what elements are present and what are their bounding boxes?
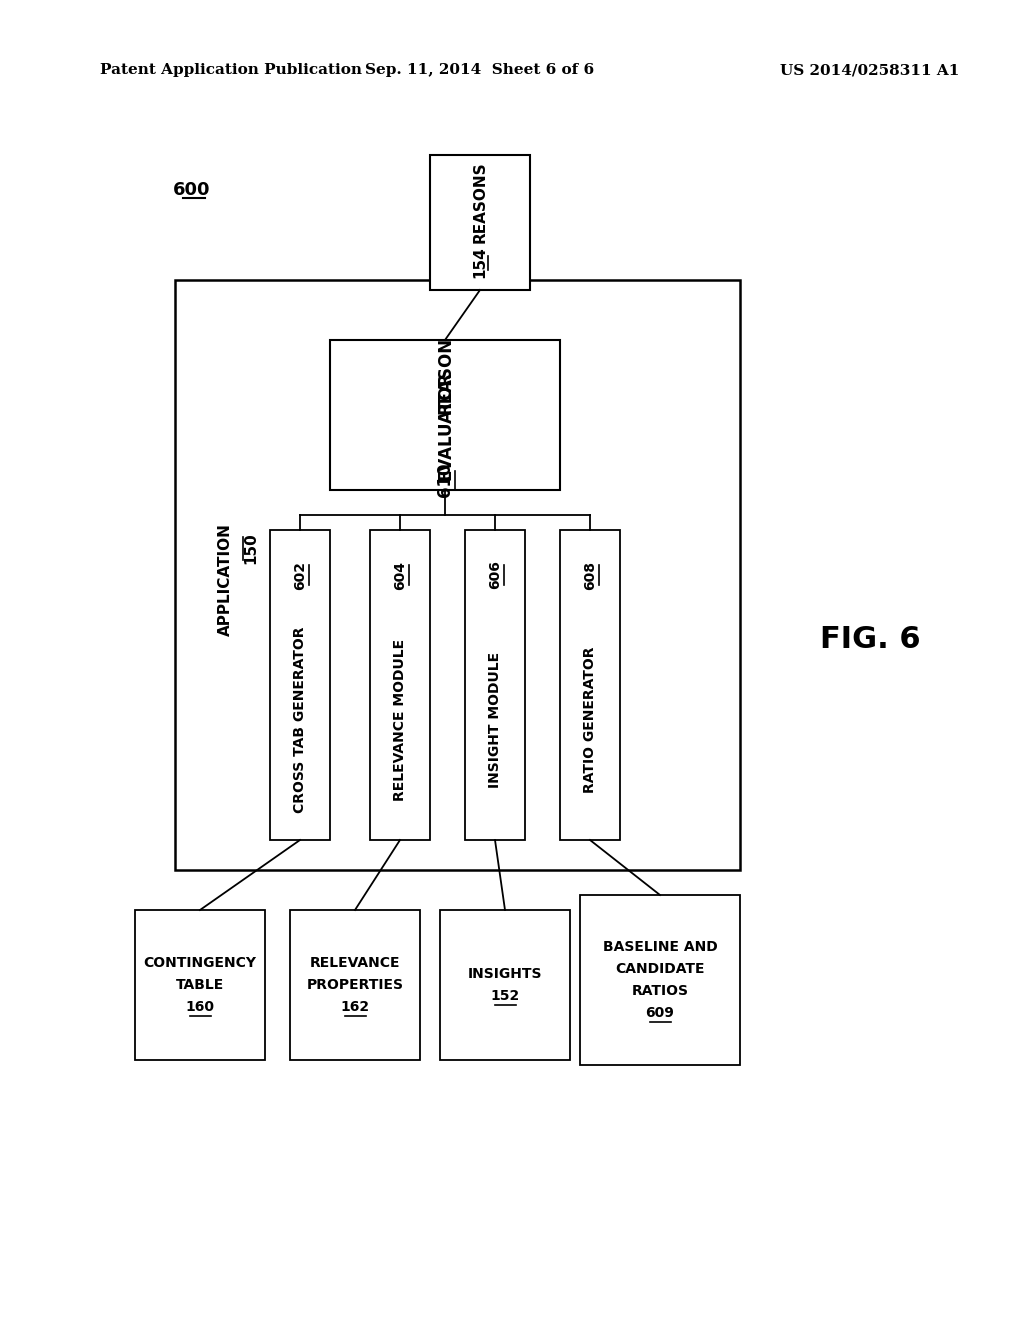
- Text: TABLE: TABLE: [176, 978, 224, 993]
- Text: 152: 152: [490, 989, 519, 1003]
- Bar: [370, 531, 430, 840]
- Text: RELEVANCE MODULE: RELEVANCE MODULE: [393, 639, 407, 801]
- Text: 604: 604: [393, 561, 407, 590]
- Text: 608: 608: [583, 561, 597, 590]
- Text: 600: 600: [173, 181, 211, 199]
- Bar: [465, 531, 525, 840]
- Text: CROSS TAB GENERATOR: CROSS TAB GENERATOR: [293, 627, 307, 813]
- Text: REASONS: REASONS: [472, 161, 487, 243]
- Text: 606: 606: [488, 561, 502, 590]
- Text: 154: 154: [472, 247, 487, 279]
- Text: EVALUATOR: EVALUATOR: [436, 371, 454, 479]
- Text: RELEVANCE: RELEVANCE: [309, 956, 400, 970]
- Text: 602: 602: [293, 561, 307, 590]
- Bar: [580, 895, 740, 1065]
- Text: BASELINE AND: BASELINE AND: [603, 940, 718, 954]
- Bar: [135, 909, 265, 1060]
- Text: RATIOS: RATIOS: [632, 983, 688, 998]
- Text: 150: 150: [244, 532, 258, 564]
- Bar: [175, 280, 740, 870]
- Bar: [430, 154, 530, 290]
- Text: CANDIDATE: CANDIDATE: [615, 962, 705, 975]
- Text: US 2014/0258311 A1: US 2014/0258311 A1: [780, 63, 959, 77]
- Text: APPLICATION: APPLICATION: [218, 524, 233, 636]
- Text: 162: 162: [340, 1001, 370, 1014]
- Text: RATIO GENERATOR: RATIO GENERATOR: [583, 647, 597, 793]
- Bar: [270, 531, 330, 840]
- Bar: [330, 341, 560, 490]
- Bar: [560, 531, 620, 840]
- Text: REASON: REASON: [436, 337, 454, 413]
- Text: 610: 610: [436, 463, 454, 498]
- Bar: [290, 909, 420, 1060]
- Bar: [440, 909, 570, 1060]
- Text: INSIGHTS: INSIGHTS: [468, 968, 543, 981]
- Text: INSIGHT MODULE: INSIGHT MODULE: [488, 652, 502, 788]
- Text: PROPERTIES: PROPERTIES: [306, 978, 403, 993]
- Text: Patent Application Publication: Patent Application Publication: [100, 63, 362, 77]
- Text: CONTINGENCY: CONTINGENCY: [143, 956, 256, 970]
- Text: 609: 609: [645, 1006, 675, 1020]
- Text: Sep. 11, 2014  Sheet 6 of 6: Sep. 11, 2014 Sheet 6 of 6: [366, 63, 595, 77]
- Text: FIG. 6: FIG. 6: [820, 626, 921, 655]
- Text: 160: 160: [185, 1001, 214, 1014]
